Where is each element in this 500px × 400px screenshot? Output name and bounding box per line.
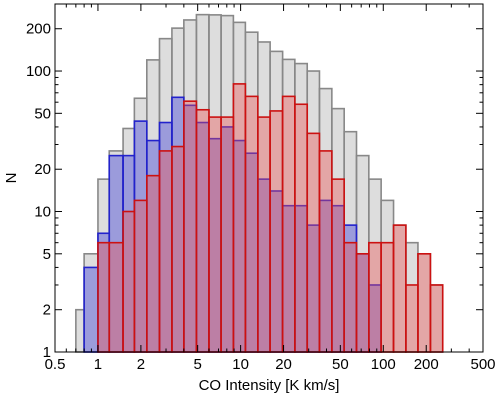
bar bbox=[220, 116, 235, 353]
x-tick-label: 500 bbox=[470, 356, 495, 373]
bar bbox=[208, 116, 222, 353]
bar bbox=[343, 241, 358, 353]
y-axis-title: N bbox=[3, 173, 20, 184]
bar bbox=[171, 145, 185, 353]
bar bbox=[331, 178, 345, 353]
bar bbox=[355, 253, 370, 353]
bar bbox=[294, 103, 309, 353]
x-tick-label: 20 bbox=[275, 356, 292, 373]
bar bbox=[306, 132, 321, 353]
bar bbox=[122, 210, 136, 353]
y-tick-label: 1 bbox=[43, 344, 51, 361]
bar bbox=[392, 224, 407, 353]
plot-frame bbox=[54, 3, 484, 353]
bar bbox=[281, 95, 296, 353]
bar bbox=[257, 116, 271, 353]
bar bbox=[133, 199, 148, 353]
bar bbox=[97, 241, 111, 353]
bar bbox=[232, 83, 247, 353]
bar bbox=[380, 241, 395, 353]
x-tick-label: 2 bbox=[137, 356, 145, 373]
bar bbox=[108, 241, 124, 353]
series-0 bbox=[75, 13, 444, 353]
x-tick-label: 10 bbox=[232, 356, 249, 373]
bar bbox=[429, 284, 444, 353]
bar bbox=[405, 284, 419, 353]
bar bbox=[368, 241, 382, 353]
x-tick-label: 5 bbox=[193, 356, 201, 373]
bar bbox=[318, 150, 333, 353]
bar bbox=[417, 253, 432, 353]
y-tick-label: 2 bbox=[43, 302, 51, 319]
x-axis-title: CO Intensity [K km/s] bbox=[199, 377, 340, 394]
bar bbox=[195, 108, 210, 353]
y-tick-label: 5 bbox=[43, 246, 51, 263]
bar bbox=[244, 95, 259, 353]
bar bbox=[269, 110, 284, 353]
series-2 bbox=[97, 83, 444, 353]
y-tick-label: 100 bbox=[26, 63, 51, 80]
y-tick-label: 10 bbox=[34, 204, 51, 221]
bar bbox=[83, 266, 99, 353]
x-tick-label: 50 bbox=[332, 356, 349, 373]
bar bbox=[158, 150, 173, 353]
bars-layer bbox=[75, 13, 444, 353]
x-tick-label: 0.5 bbox=[45, 356, 66, 373]
bar bbox=[183, 100, 198, 353]
x-tick-label: 1 bbox=[94, 356, 102, 373]
y-tick-label: 20 bbox=[34, 161, 51, 178]
bar bbox=[75, 308, 85, 353]
y-tick-label: 50 bbox=[34, 105, 51, 122]
ticks-layer bbox=[54, 3, 484, 353]
x-tick-label: 100 bbox=[371, 356, 396, 373]
x-tick-label: 200 bbox=[414, 356, 439, 373]
bar bbox=[146, 174, 161, 353]
y-tick-label: 200 bbox=[26, 21, 51, 38]
